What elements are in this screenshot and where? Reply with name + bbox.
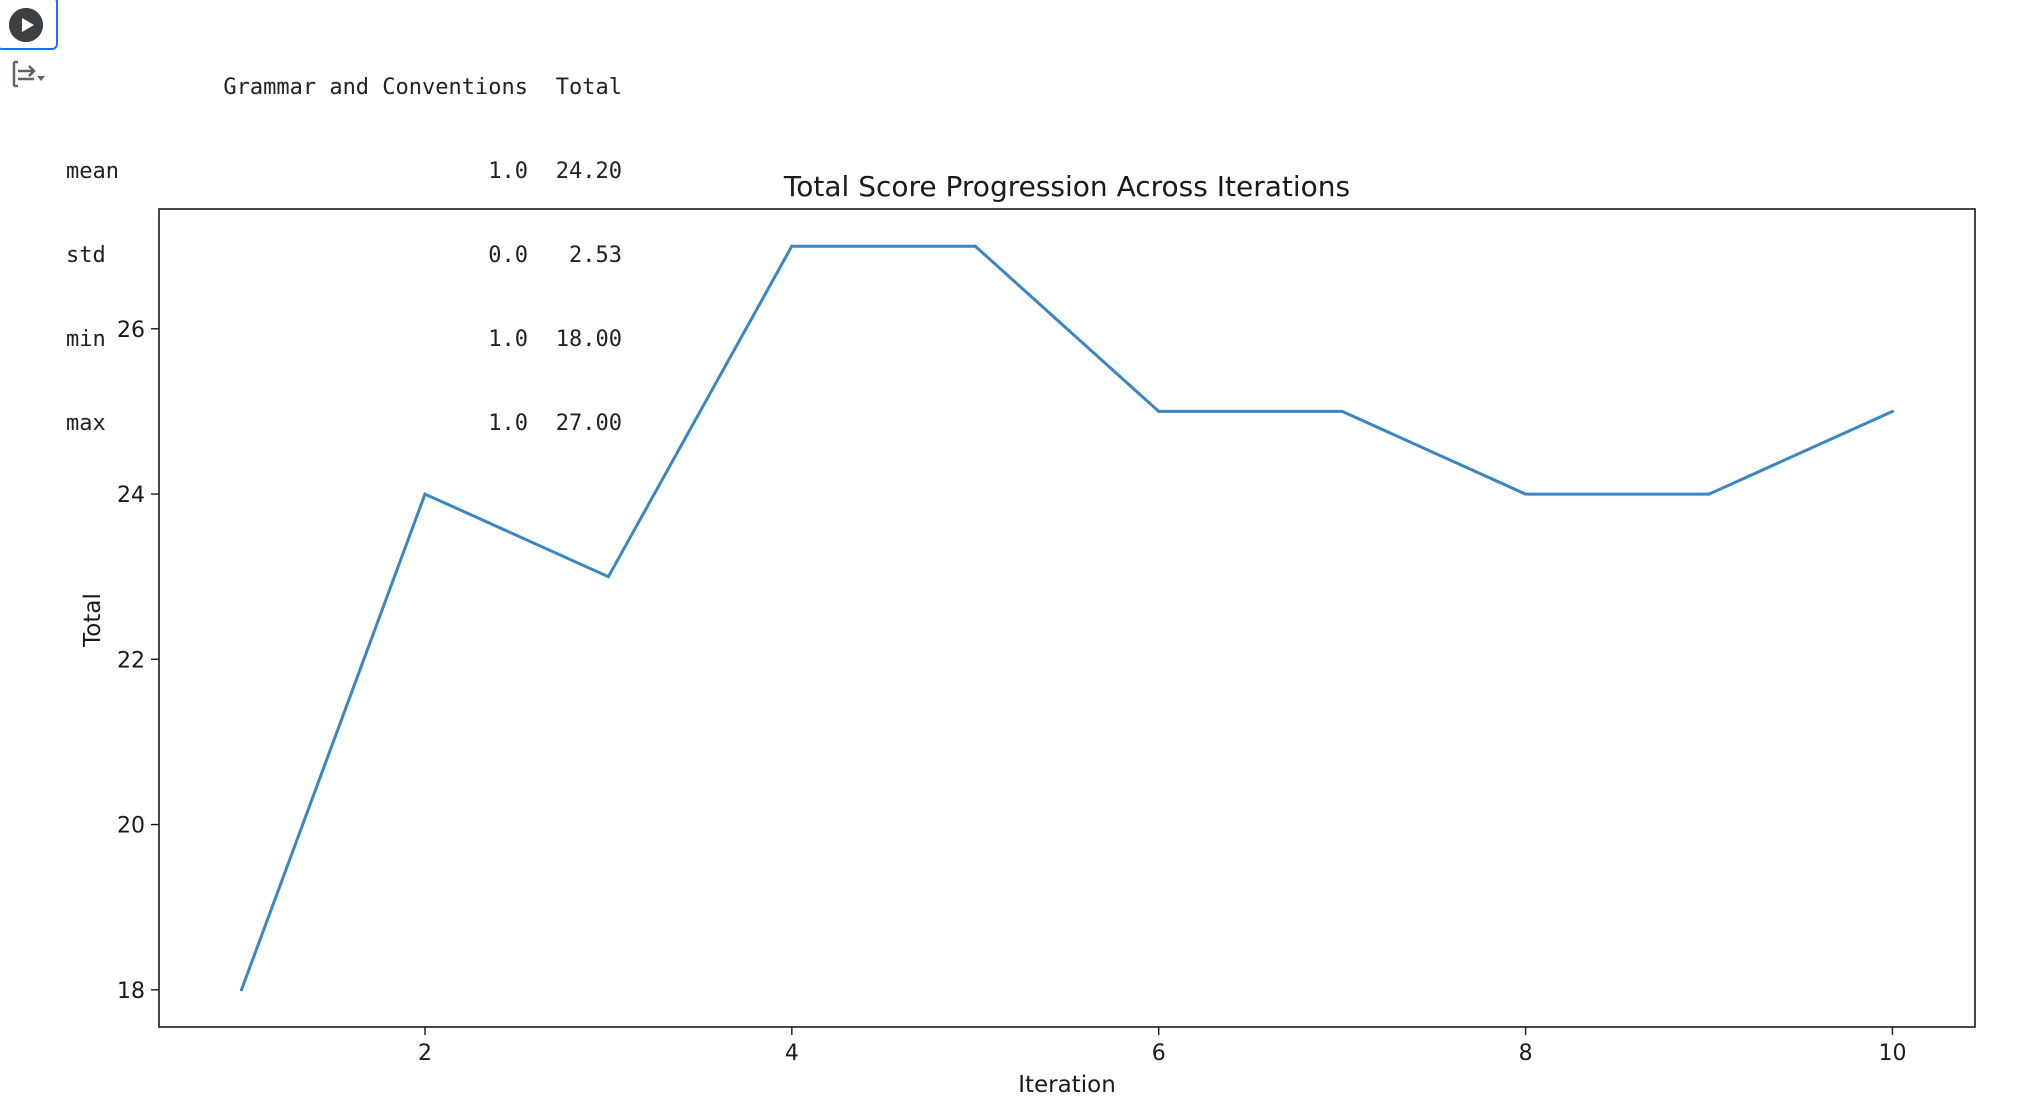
y-tick-label: 20: [117, 814, 145, 839]
plot-frame: [158, 208, 1976, 1028]
data-point: [973, 244, 977, 248]
data-point: [790, 244, 794, 248]
x-tick-label: 4: [785, 1041, 799, 1066]
series-line: [240, 244, 1894, 991]
data-point: [1340, 409, 1344, 413]
data-point: [1524, 492, 1528, 496]
output-toggle-icon: [12, 60, 45, 88]
describe-output: Grammar and Conventions Total mean 1.0 2…: [66, 18, 622, 466]
y-tick-label: 26: [117, 318, 145, 343]
data-point: [606, 575, 610, 579]
cell-value: 0.0: [488, 243, 528, 268]
column-header: Total: [555, 75, 622, 100]
x-tick-label: 10: [1878, 1041, 1906, 1066]
row-label: max: [66, 411, 106, 436]
y-tick-label: 18: [117, 979, 145, 1004]
chart-title: Total Score Progression Across Iteration…: [783, 170, 1350, 203]
row-label: mean: [66, 159, 119, 184]
x-tick-label: 2: [418, 1041, 432, 1066]
x-tick-label: 6: [1152, 1041, 1166, 1066]
describe-header-row: Grammar and Conventions Total: [66, 74, 622, 102]
column-header: Grammar and Conventions: [223, 75, 528, 100]
y-tick-label: 24: [117, 483, 145, 508]
data-point: [1157, 409, 1161, 413]
row-label: min: [66, 327, 106, 352]
cell-value: 27.00: [555, 411, 622, 436]
data-point: [240, 988, 244, 992]
describe-row: mean 1.0 24.20: [66, 158, 622, 186]
cell-value: 18.00: [555, 327, 622, 352]
x-tick-label: 8: [1519, 1041, 1533, 1066]
y-axis-label: Total: [80, 593, 106, 648]
data-point: [1707, 492, 1711, 496]
cell-value: 1.0: [488, 327, 528, 352]
play-icon: [9, 8, 43, 42]
cell-value: 2.53: [569, 243, 622, 268]
data-point: [423, 492, 427, 496]
row-label: std: [66, 243, 106, 268]
describe-row: max 1.0 27.00: [66, 410, 622, 438]
cell-value: 24.20: [555, 159, 622, 184]
data-point: [1890, 409, 1894, 413]
describe-row: std 0.0 2.53: [66, 242, 622, 270]
cell-value: 1.0: [488, 159, 528, 184]
cell-value: 1.0: [488, 411, 528, 436]
run-cell-button[interactable]: [9, 8, 43, 42]
x-axis-label: Iteration: [1018, 1072, 1116, 1098]
describe-row: min 1.0 18.00: [66, 326, 622, 354]
y-tick-label: 22: [117, 648, 145, 673]
output-actions-button[interactable]: [8, 56, 48, 92]
